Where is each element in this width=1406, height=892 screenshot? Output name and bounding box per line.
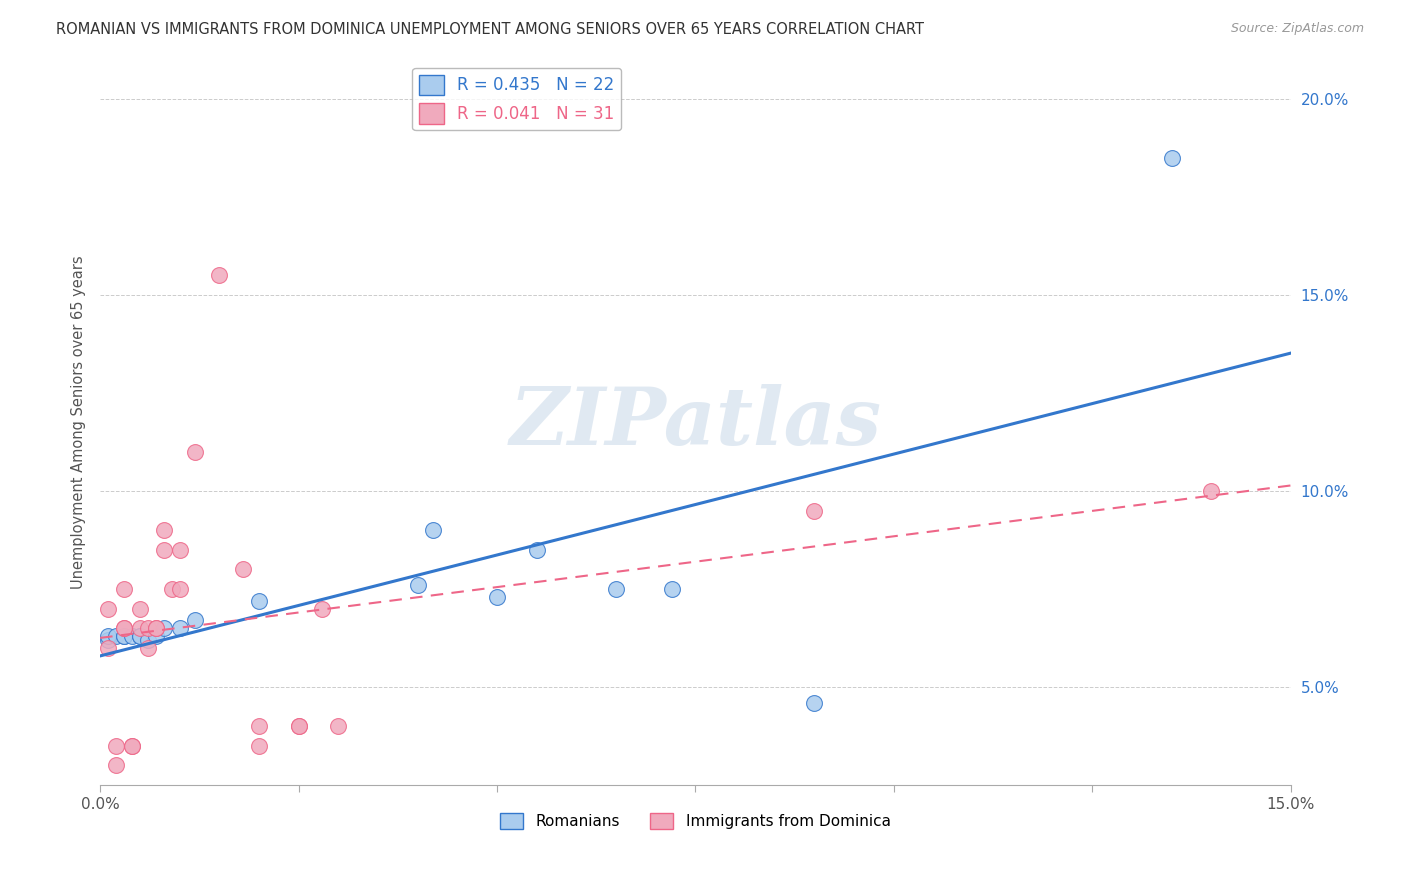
Point	[152, 621, 174, 635]
Point	[803, 503, 825, 517]
Point	[128, 629, 150, 643]
Point	[328, 719, 350, 733]
Point	[152, 523, 174, 537]
Point	[485, 590, 508, 604]
Legend: Romanians, Immigrants from Dominica: Romanians, Immigrants from Dominica	[494, 807, 897, 836]
Point	[97, 640, 120, 655]
Point	[105, 758, 128, 772]
Point	[112, 582, 135, 596]
Point	[160, 582, 183, 596]
Point	[136, 621, 159, 635]
Point	[128, 621, 150, 635]
Point	[184, 613, 207, 627]
Point	[97, 629, 120, 643]
Point	[152, 542, 174, 557]
Point	[422, 523, 444, 537]
Point	[1201, 483, 1223, 498]
Point	[247, 719, 270, 733]
Point	[105, 629, 128, 643]
Point	[145, 621, 167, 635]
Point	[112, 621, 135, 635]
Point	[128, 629, 150, 643]
Text: ZIPatlas: ZIPatlas	[509, 384, 882, 461]
Point	[136, 640, 159, 655]
Point	[121, 739, 143, 753]
Point	[1160, 151, 1182, 165]
Point	[208, 268, 231, 283]
Point	[184, 444, 207, 458]
Point	[121, 629, 143, 643]
Point	[169, 542, 191, 557]
Point	[526, 542, 548, 557]
Point	[112, 629, 135, 643]
Point	[169, 621, 191, 635]
Point	[287, 719, 309, 733]
Point	[605, 582, 627, 596]
Point	[232, 562, 254, 576]
Y-axis label: Unemployment Among Seniors over 65 years: Unemployment Among Seniors over 65 years	[72, 255, 86, 589]
Point	[105, 739, 128, 753]
Point	[97, 601, 120, 615]
Point	[311, 601, 333, 615]
Point	[287, 719, 309, 733]
Point	[803, 696, 825, 710]
Point	[121, 739, 143, 753]
Point	[247, 739, 270, 753]
Point	[128, 601, 150, 615]
Point	[169, 582, 191, 596]
Point	[97, 632, 120, 647]
Text: ROMANIAN VS IMMIGRANTS FROM DOMINICA UNEMPLOYMENT AMONG SENIORS OVER 65 YEARS CO: ROMANIAN VS IMMIGRANTS FROM DOMINICA UNE…	[56, 22, 924, 37]
Point	[136, 632, 159, 647]
Point	[112, 621, 135, 635]
Point	[661, 582, 683, 596]
Point	[247, 594, 270, 608]
Point	[145, 629, 167, 643]
Point	[145, 621, 167, 635]
Point	[406, 578, 429, 592]
Point	[112, 629, 135, 643]
Text: Source: ZipAtlas.com: Source: ZipAtlas.com	[1230, 22, 1364, 36]
